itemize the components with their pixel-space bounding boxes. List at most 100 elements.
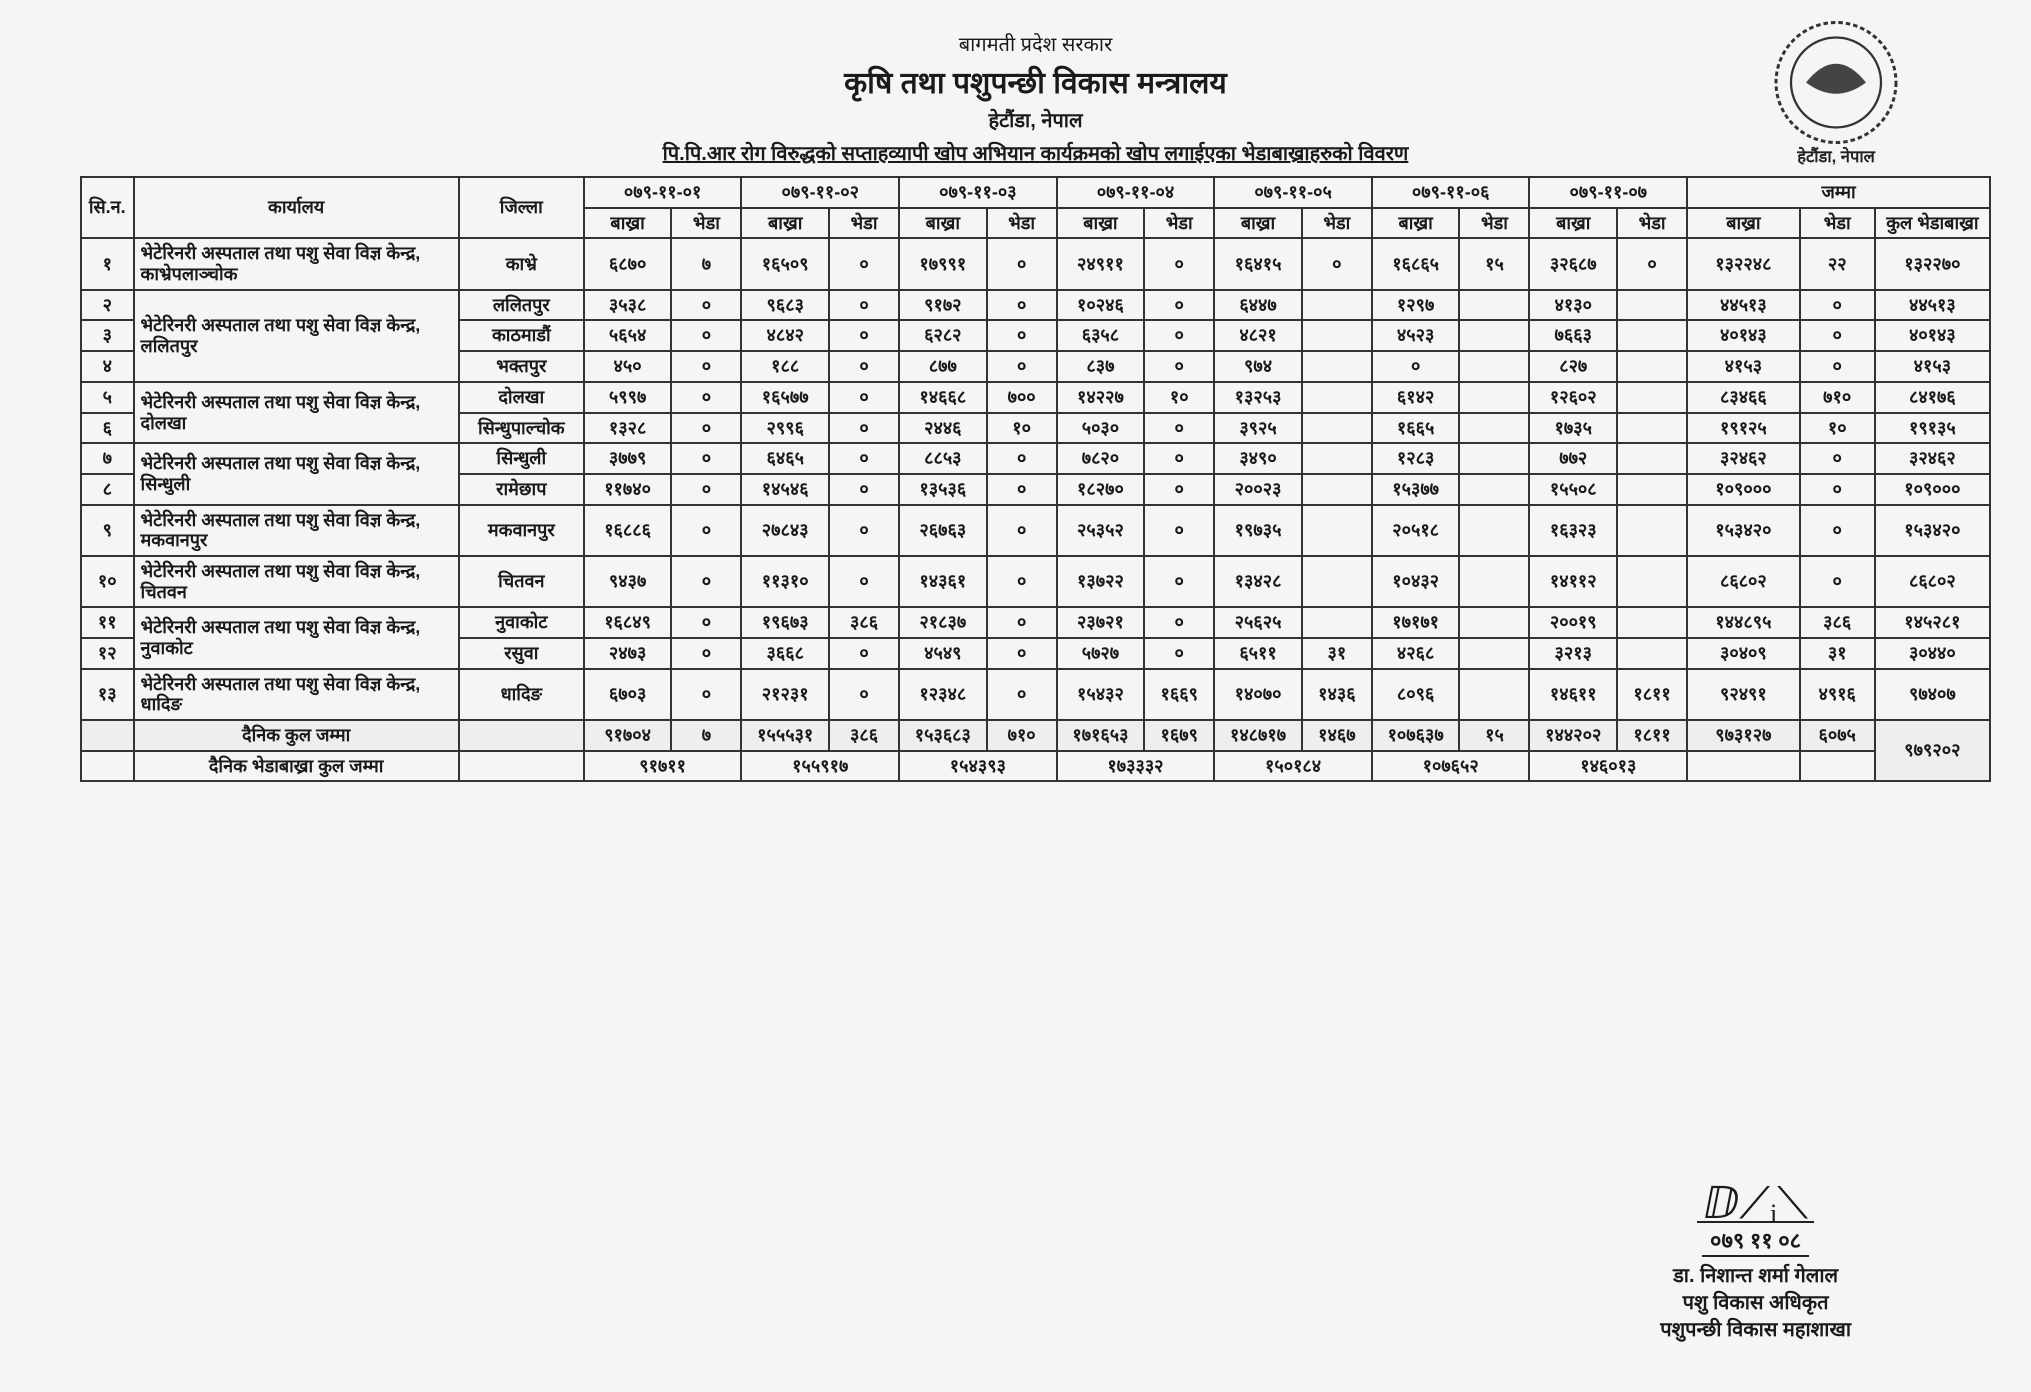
- cell-bheda: ०: [1144, 607, 1214, 638]
- cell-sn: २: [81, 290, 134, 321]
- cell-total-0: ८३४६६: [1687, 382, 1800, 413]
- cell-bakhra: ४२६८: [1372, 638, 1460, 669]
- cell-office: भेटेरिनरी अस्पताल तथा पशु सेवा विज्ञ केन…: [134, 382, 459, 443]
- row-grand-daily: दैनिक भेडाबाख्रा कुल जम्मा९१७१११५५९१७१५४…: [81, 751, 1990, 782]
- cell-total-2: ३०४४०: [1875, 638, 1990, 669]
- cell-bakhra: १०२४६: [1057, 290, 1145, 321]
- cell-office: भेटेरिनरी अस्पताल तथा पशु सेवा विज्ञ केन…: [134, 238, 459, 289]
- cell-bakhra: १६४१५: [1214, 238, 1302, 289]
- gov-line: बागमती प्रदेश सरकार: [80, 30, 1991, 57]
- cell-district: धादिङ: [459, 669, 584, 720]
- cell-bakhra: ८७७: [899, 351, 987, 382]
- signatory-post1: पशु विकास अधिकृत: [1660, 1288, 1851, 1315]
- cell-bakhra: १४६११: [1529, 669, 1617, 720]
- table-row: १३भेटेरिनरी अस्पताल तथा पशु सेवा विज्ञ क…: [81, 669, 1990, 720]
- cell-bakhra: २४४६: [899, 413, 987, 444]
- cell-total-2: १०९०००: [1875, 474, 1990, 505]
- cell-bheda: [1459, 443, 1529, 474]
- cell-bheda: ०: [987, 238, 1057, 289]
- cell-district: रामेछाप: [459, 474, 584, 505]
- cell-bheda: [1617, 290, 1687, 321]
- cell-bheda: ०: [1144, 638, 1214, 669]
- cell-bheda: ०: [1617, 238, 1687, 289]
- table-row: ११भेटेरिनरी अस्पताल तथा पशु सेवा विज्ञ क…: [81, 607, 1990, 638]
- cell-district: रसुवा: [459, 638, 584, 669]
- cell-bakhra: २९९६: [741, 413, 829, 444]
- cell-bakhra: २००१९: [1529, 607, 1617, 638]
- cell-bheda: [1302, 351, 1372, 382]
- cell-bakhra: १९७३५: [1214, 505, 1302, 556]
- gd-val: १५४३९३: [899, 751, 1057, 782]
- cell-bheda: ०: [829, 382, 899, 413]
- cell-bakhra: ११७४०: [584, 474, 672, 505]
- cell-district: काठमाडौं: [459, 320, 584, 351]
- cell-bheda: [1459, 669, 1529, 720]
- ministry-line: कृषि तथा पशुपन्छी विकास मन्त्रालय: [80, 61, 1991, 102]
- cell-bakhra: १३४२८: [1214, 556, 1302, 607]
- table-row: ५भेटेरिनरी अस्पताल तथा पशु सेवा विज्ञ के…: [81, 382, 1990, 413]
- cell-bakhra: ८२७: [1529, 351, 1617, 382]
- cell-bheda: १०: [987, 413, 1057, 444]
- signatory-post2: पशुपन्छी विकास महाशाखा: [1660, 1315, 1851, 1342]
- cell-bheda: [1459, 382, 1529, 413]
- cell-total-2: ३२४६२: [1875, 443, 1990, 474]
- cell-bheda: ०: [829, 505, 899, 556]
- cell-total-0: ८६८०२: [1687, 556, 1800, 607]
- cell-bheda: [1617, 443, 1687, 474]
- cell-bakhra: १४०७०: [1214, 669, 1302, 720]
- cell-total-1: ३१: [1800, 638, 1875, 669]
- cell-bheda: ०: [1144, 556, 1214, 607]
- dt-bheda: १८११: [1617, 720, 1687, 751]
- gd-val: १०७६५२: [1372, 751, 1530, 782]
- cell-bheda: ०: [829, 351, 899, 382]
- svg-text:हेटौंडा, नेपाल: हेटौंडा, नेपाल: [1796, 146, 1875, 165]
- cell-total-2: ९७४०७: [1875, 669, 1990, 720]
- cell-bheda: ०: [671, 474, 741, 505]
- document-header: हेटौंडा, नेपाल बागमती प्रदेश सरकार कृषि …: [80, 30, 1991, 166]
- gd-val: १५०१८४: [1214, 751, 1372, 782]
- cell-bakhra: १६५७७: [741, 382, 829, 413]
- cell-bakhra: ९४३७: [584, 556, 672, 607]
- cell-sn: १२: [81, 638, 134, 669]
- dt-bakhra: १५३६८३: [899, 720, 987, 751]
- cell-bakhra: १२८३: [1372, 443, 1460, 474]
- th-bakhra: बाख्रा: [584, 208, 672, 239]
- cell-bakhra: १४६६८: [899, 382, 987, 413]
- table-row: २भेटेरिनरी अस्पताल तथा पशु सेवा विज्ञ के…: [81, 290, 1990, 321]
- subtitle-line: पि.पि.आर रोग विरुद्धको सप्ताहव्यापी खोप …: [80, 139, 1991, 166]
- cell-total-0: ३२४६२: [1687, 443, 1800, 474]
- th-district: जिल्ला: [459, 177, 584, 238]
- cell-bheda: ०: [1144, 443, 1214, 474]
- cell-bakhra: १४११२: [1529, 556, 1617, 607]
- cell-district: भक्तपुर: [459, 351, 584, 382]
- th-office: कार्यालय: [134, 177, 459, 238]
- cell-bheda: [1302, 607, 1372, 638]
- cell-total-1: ०: [1800, 351, 1875, 382]
- dt-bakhra: १०७६३७: [1372, 720, 1460, 751]
- cell-bakhra: ४५०: [584, 351, 672, 382]
- cell-bakhra: ८०९६: [1372, 669, 1460, 720]
- cell-bakhra: १३७२२: [1057, 556, 1145, 607]
- th-bheda: भेडा: [1459, 208, 1529, 239]
- cell-office: भेटेरिनरी अस्पताल तथा पशु सेवा विज्ञ केन…: [134, 669, 459, 720]
- cell-bakhra: ६७०३: [584, 669, 672, 720]
- dt-bakhra: १४४२०२: [1529, 720, 1617, 751]
- cell-bheda: [1302, 505, 1372, 556]
- cell-bakhra: २३७२१: [1057, 607, 1145, 638]
- cell-bakhra: ६५११: [1214, 638, 1302, 669]
- cell-bakhra: ११३१०: [741, 556, 829, 607]
- th-date-2: ०७९-११-०३: [899, 177, 1057, 208]
- cell-bakhra: २४७३: [584, 638, 672, 669]
- cell-bakhra: २५३५२: [1057, 505, 1145, 556]
- cell-bakhra: २४९११: [1057, 238, 1145, 289]
- cell-sn: १३: [81, 669, 134, 720]
- cell-total-1: ०: [1800, 474, 1875, 505]
- cell-bakhra: १६८६५: [1372, 238, 1460, 289]
- cell-bheda: [1617, 382, 1687, 413]
- th-bakhra: बाख्रा: [1372, 208, 1460, 239]
- cell-sn: ५: [81, 382, 134, 413]
- cell-bheda: ०: [1144, 320, 1214, 351]
- cell-total-0: ४४५१३: [1687, 290, 1800, 321]
- cell-bheda: ०: [829, 238, 899, 289]
- signature-scribble: ⅅ⟋ᵢ⟍: [1697, 1186, 1814, 1223]
